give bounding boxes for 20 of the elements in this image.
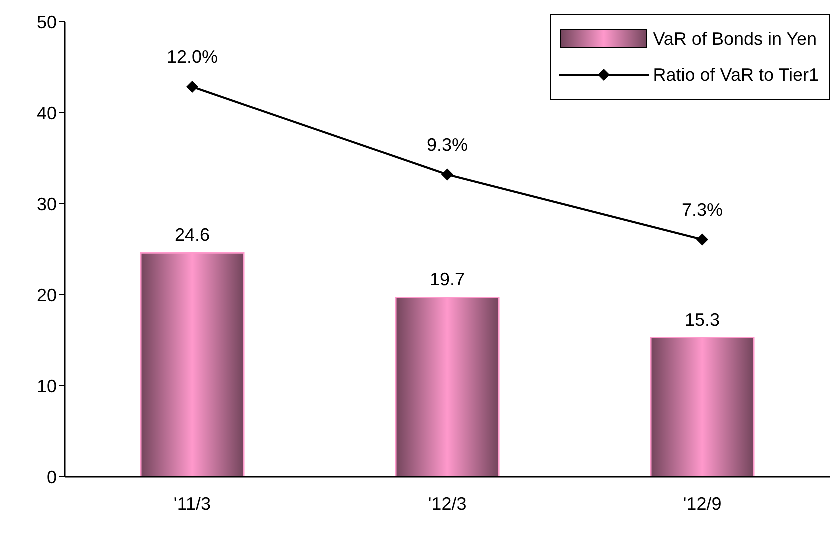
data-label: 24.6 [174,225,210,246]
y-tick-label: 20 [36,285,57,306]
legend-label: VaR of Bonds in Yen [653,28,818,50]
y-tick-label: 40 [36,103,57,124]
data-label: 19.7 [430,270,466,290]
y-tick-label: 10 [36,376,57,396]
y-tick-label: 50 [36,12,57,32]
data-label: 7.3% [682,200,724,220]
bar [140,252,245,477]
y-tick-label: 30 [36,194,57,214]
x-tick-label: '11/3 [174,494,212,514]
legend-label: Ratio of VaR to Tier1 [653,64,819,86]
data-label: 12.0% [166,47,218,67]
x-tick-label: '12/9 [683,494,722,514]
x-tick-label: '12/3 [428,494,467,514]
data-label: 9.3% [426,134,468,155]
bar [395,296,500,477]
y-tick-label: 0 [46,467,57,488]
data-label: 15.3 [684,310,720,330]
bar [650,337,755,477]
